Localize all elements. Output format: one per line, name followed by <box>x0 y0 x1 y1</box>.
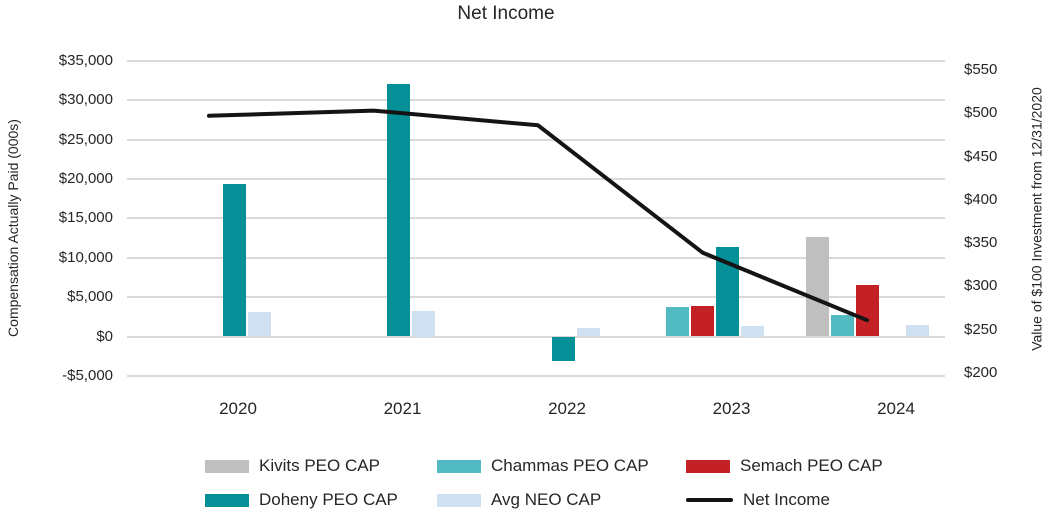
left-axis-tick: -$5,000 <box>62 366 113 384</box>
bar-doheny-peo-cap-2022 <box>551 336 575 361</box>
legend-item-doheny-peo-cap: Doheny PEO CAP <box>205 490 398 510</box>
right-axis-tick: $500 <box>964 104 998 122</box>
bar-avg-neo-cap-2024 <box>905 324 929 337</box>
legend-swatch-net-income <box>686 498 733 502</box>
left-axis-tick: $35,000 <box>58 51 113 69</box>
bar-doheny-peo-cap-2023 <box>716 246 739 337</box>
legend-swatch-semach-peo-cap <box>686 459 730 473</box>
gridline <box>127 374 945 377</box>
gridline <box>127 335 945 338</box>
legend-item-chammas-peo-cap: Chammas PEO CAP <box>437 456 649 476</box>
left-axis-tick: $30,000 <box>58 91 113 109</box>
legend-swatch-chammas-peo-cap <box>437 459 481 473</box>
x-axis-label-2024: 2024 <box>877 399 915 418</box>
legend-item-semach-peo-cap: Semach PEO CAP <box>686 456 883 476</box>
right-axis-tick: $400 <box>964 190 998 208</box>
legend-label-net-income: Net Income <box>743 490 830 509</box>
legend-item-avg-neo-cap: Avg NEO CAP <box>437 490 601 510</box>
x-axis-label-2021: 2021 <box>383 399 422 418</box>
x-axis-label-2022: 2022 <box>548 399 586 418</box>
right-axis-tick: $250 <box>964 320 998 338</box>
bar-avg-neo-cap-2020 <box>247 312 271 337</box>
right-axis-tick: $450 <box>964 147 998 165</box>
right-axis-tick: $300 <box>964 277 998 295</box>
legend-swatch-kivits-peo-cap <box>205 459 249 473</box>
x-axis-label-2020: 2020 <box>219 399 257 418</box>
left-axis-title: Compensation Actually Paid (000s) <box>5 119 21 337</box>
legend-label-semach-peo-cap: Semach PEO CAP <box>740 456 883 475</box>
legend-swatch-avg-neo-cap <box>437 493 481 507</box>
bar-semach-peo-cap-2024 <box>855 285 879 337</box>
legend-item-net-income: Net Income <box>686 490 830 510</box>
bar-doheny-peo-cap-2020 <box>222 184 246 337</box>
bar-semach-peo-cap-2023 <box>691 305 714 337</box>
legend-label-doheny-peo-cap: Doheny PEO CAP <box>259 490 398 509</box>
left-axis-tick: $0 <box>96 327 113 345</box>
legend-label-kivits-peo-cap: Kivits PEO CAP <box>259 456 380 475</box>
bar-kivits-peo-cap-2024 <box>805 237 829 337</box>
gridline <box>127 177 945 180</box>
right-axis-tick: $200 <box>964 364 998 381</box>
bar-avg-neo-cap-2021 <box>412 310 435 337</box>
right-axis-tick: $350 <box>964 234 998 252</box>
gridline <box>127 138 945 141</box>
gridline <box>127 217 945 220</box>
bar-doheny-peo-cap-2021 <box>387 84 410 337</box>
right-axis-title: Value of $100 Investment from 12/31/2020 <box>1028 87 1045 351</box>
left-axis-tick: $25,000 <box>58 130 113 148</box>
x-axis-label-2023: 2023 <box>712 399 751 418</box>
gridline <box>127 99 945 102</box>
bar-chammas-peo-cap-2024 <box>830 315 854 337</box>
legend-label-avg-neo-cap: Avg NEO CAP <box>491 490 602 509</box>
legend-swatch-doheny-peo-cap <box>205 493 249 507</box>
left-axis-tick: $10,000 <box>58 248 113 266</box>
legend-item-kivits-peo-cap: Kivits PEO CAP <box>205 456 380 476</box>
right-axis-tick: $550 <box>964 60 998 78</box>
legend-label-chammas-peo-cap: Chammas PEO CAP <box>491 456 649 475</box>
gridline <box>127 59 945 62</box>
bar-chammas-peo-cap-2023 <box>666 306 689 337</box>
left-axis-tick: $20,000 <box>58 169 113 187</box>
chart-title: Net Income <box>457 3 555 24</box>
net-income-line <box>207 108 869 323</box>
left-axis-tick: $15,000 <box>58 209 113 227</box>
bar-avg-neo-cap-2022 <box>576 327 600 337</box>
left-axis-tick: $5,000 <box>67 288 113 306</box>
bar-avg-neo-cap-2023 <box>741 325 764 337</box>
